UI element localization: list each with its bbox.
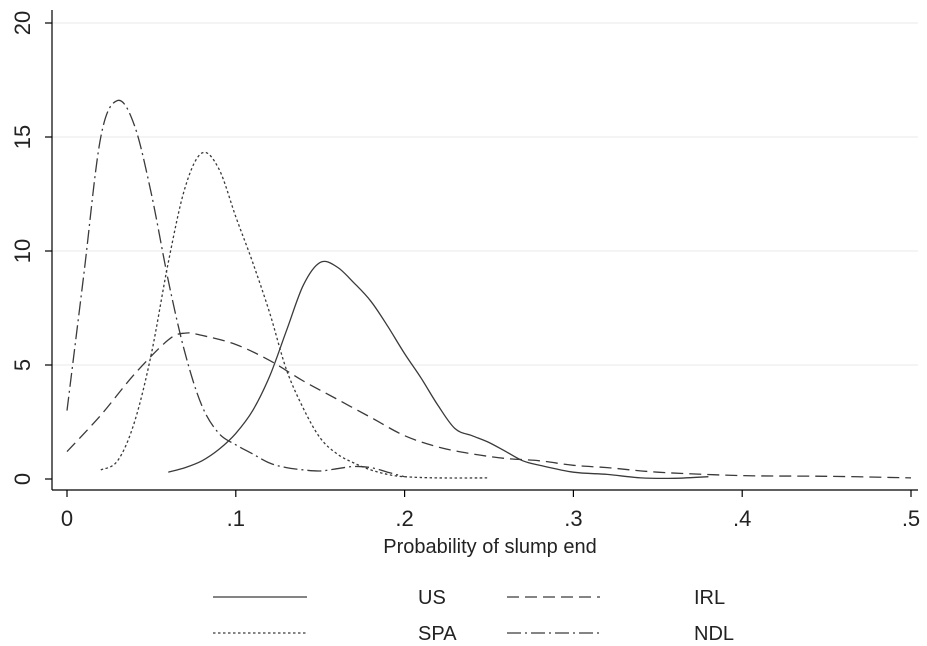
series-line-us: [168, 260, 709, 480]
y-tick-label: 0: [10, 473, 35, 485]
x-tick-label: 0: [61, 506, 73, 531]
x-axis-title: Probability of slump end: [383, 536, 596, 558]
y-tick-label: 10: [10, 239, 35, 263]
x-tick-label: .3: [564, 506, 582, 531]
legend-label-ndl: NDL: [694, 623, 734, 645]
y-axis-ticks: 0 5 10 15 20: [10, 11, 52, 485]
x-tick-label: .1: [227, 506, 245, 531]
legend-label-irl: IRL: [694, 587, 725, 609]
grid-lines: [52, 22, 918, 366]
x-tick-label: .2: [395, 506, 413, 531]
series-line-ndl: [66, 99, 405, 478]
series-line-spa: [100, 151, 490, 479]
legend-label-us: US: [418, 587, 446, 609]
legend: US IRL SPA NDL: [213, 587, 734, 645]
y-tick-label: 20: [10, 11, 35, 35]
series-line-irl: [66, 332, 912, 479]
series-lines: [66, 99, 912, 480]
y-tick-label: 5: [10, 359, 35, 371]
y-tick-label: 15: [10, 125, 35, 149]
x-axis-ticks: 0 .1 .2 .3 .4 .5: [61, 490, 920, 531]
x-tick-label: .5: [902, 506, 920, 531]
x-tick-label: .4: [733, 506, 751, 531]
legend-label-spa: SPA: [418, 623, 457, 645]
plot-frame: [51, 10, 918, 491]
